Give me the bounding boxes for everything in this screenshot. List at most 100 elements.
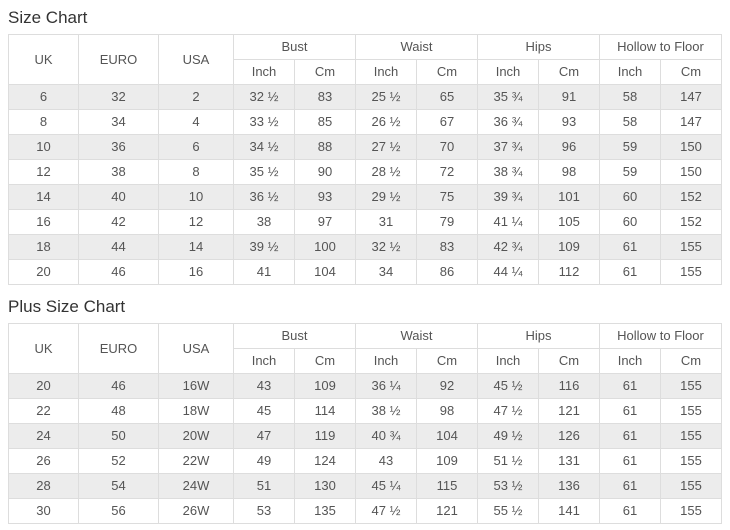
col-header-euro: EURO bbox=[78, 34, 159, 85]
table-row: 22 48 18W 45 114 38 ½ 98 47 ½ 121 61 155 bbox=[8, 398, 722, 424]
cell: 65 bbox=[416, 84, 478, 110]
table-row: 6 32 2 32 ½ 83 25 ½ 65 35 ¾ 91 58 147 bbox=[8, 84, 722, 110]
cell: 42 ¾ bbox=[477, 234, 539, 260]
cell: 47 bbox=[233, 423, 295, 449]
cell: 45 bbox=[233, 398, 295, 424]
header-row-units: Inch Cm Inch Cm Inch Cm Inch Cm bbox=[9, 59, 722, 85]
cell: 61 bbox=[599, 398, 661, 424]
cell: 36 bbox=[78, 134, 159, 160]
cell: 45 ½ bbox=[477, 373, 539, 399]
cell: 126 bbox=[538, 423, 600, 449]
cell: 124 bbox=[294, 448, 356, 474]
cell: 32 bbox=[78, 84, 159, 110]
col-subheader-hollow-to-floor-inch: Inch bbox=[599, 59, 661, 85]
cell: 25 ½ bbox=[355, 84, 417, 110]
cell: 131 bbox=[538, 448, 600, 474]
cell: 10 bbox=[158, 184, 234, 210]
cell: 121 bbox=[538, 398, 600, 424]
cell: 28 ½ bbox=[355, 159, 417, 185]
col-subheader-hips-cm: Cm bbox=[538, 348, 600, 374]
cell: 59 bbox=[599, 159, 661, 185]
col-subheader-bust-inch: Inch bbox=[233, 59, 295, 85]
cell: 43 bbox=[355, 448, 417, 474]
header-row-groups: UK EURO USA Bust Waist Hips Hollow to Floor bbox=[8, 34, 722, 85]
table-row: 24 50 20W 47 119 40 ¾ 104 49 ½ 126 61 155 bbox=[8, 423, 722, 449]
cell: 34 bbox=[355, 259, 417, 285]
cell: 147 bbox=[660, 109, 722, 135]
col-header-usa: USA bbox=[158, 34, 234, 85]
cell: 22W bbox=[158, 448, 234, 474]
cell: 46 bbox=[78, 373, 159, 399]
cell: 45 ¼ bbox=[355, 473, 417, 499]
cell: 14 bbox=[158, 234, 234, 260]
table-row: 28 54 24W 51 130 45 ¼ 115 53 ½ 136 61 155 bbox=[8, 473, 722, 499]
cell: 104 bbox=[294, 259, 356, 285]
cell: 47 ½ bbox=[355, 498, 417, 524]
cell: 40 ¾ bbox=[355, 423, 417, 449]
table-row: 8 34 4 33 ½ 85 26 ½ 67 36 ¾ 93 58 147 bbox=[8, 109, 722, 135]
cell: 18W bbox=[158, 398, 234, 424]
cell: 39 ½ bbox=[233, 234, 295, 260]
cell: 97 bbox=[294, 209, 356, 235]
cell: 37 ¾ bbox=[477, 134, 539, 160]
cell: 61 bbox=[599, 373, 661, 399]
cell: 38 bbox=[78, 159, 159, 185]
cell: 6 bbox=[8, 84, 79, 110]
cell: 39 ¾ bbox=[477, 184, 539, 210]
cell: 96 bbox=[538, 134, 600, 160]
cell: 116 bbox=[538, 373, 600, 399]
col-subheader-hips-inch: Inch bbox=[477, 59, 539, 85]
cell: 32 ½ bbox=[233, 84, 295, 110]
col-subheader-bust-cm: Cm bbox=[294, 59, 356, 85]
cell: 92 bbox=[416, 373, 478, 399]
cell: 79 bbox=[416, 209, 478, 235]
cell: 27 ½ bbox=[355, 134, 417, 160]
cell: 56 bbox=[78, 498, 159, 524]
header-row-units: Inch Cm Inch Cm Inch Cm Inch Cm bbox=[9, 348, 722, 374]
cell: 101 bbox=[538, 184, 600, 210]
cell: 24 bbox=[8, 423, 79, 449]
cell: 152 bbox=[660, 209, 722, 235]
cell: 50 bbox=[78, 423, 159, 449]
cell: 121 bbox=[416, 498, 478, 524]
cell: 16 bbox=[158, 259, 234, 285]
cell: 16W bbox=[158, 373, 234, 399]
cell: 98 bbox=[416, 398, 478, 424]
cell: 26W bbox=[158, 498, 234, 524]
cell: 26 ½ bbox=[355, 109, 417, 135]
cell: 109 bbox=[294, 373, 356, 399]
cell: 36 ¾ bbox=[477, 109, 539, 135]
cell: 58 bbox=[599, 84, 661, 110]
cell: 30 bbox=[8, 498, 79, 524]
cell: 60 bbox=[599, 209, 661, 235]
cell: 41 ¼ bbox=[477, 209, 539, 235]
col-group-hollow-to-floor: Hollow to Floor bbox=[599, 34, 722, 60]
col-subheader-hollow-to-floor-cm: Cm bbox=[660, 348, 722, 374]
col-group-waist: Waist bbox=[355, 323, 478, 349]
cell: 49 ½ bbox=[477, 423, 539, 449]
cell: 53 bbox=[233, 498, 295, 524]
cell: 147 bbox=[660, 84, 722, 110]
cell: 54 bbox=[78, 473, 159, 499]
cell: 155 bbox=[660, 373, 722, 399]
cell: 20 bbox=[8, 259, 79, 285]
cell: 8 bbox=[8, 109, 79, 135]
cell: 75 bbox=[416, 184, 478, 210]
col-subheader-bust-cm: Cm bbox=[294, 348, 356, 374]
table-row: 26 52 22W 49 124 43 109 51 ½ 131 61 155 bbox=[8, 448, 722, 474]
cell: 104 bbox=[416, 423, 478, 449]
cell: 36 ¼ bbox=[355, 373, 417, 399]
cell: 109 bbox=[538, 234, 600, 260]
cell: 49 bbox=[233, 448, 295, 474]
cell: 2 bbox=[158, 84, 234, 110]
cell: 152 bbox=[660, 184, 722, 210]
cell: 44 bbox=[78, 234, 159, 260]
cell: 16 bbox=[8, 209, 79, 235]
cell: 130 bbox=[294, 473, 356, 499]
cell: 98 bbox=[538, 159, 600, 185]
cell: 32 ½ bbox=[355, 234, 417, 260]
cell: 58 bbox=[599, 109, 661, 135]
cell: 136 bbox=[538, 473, 600, 499]
cell: 38 bbox=[233, 209, 295, 235]
